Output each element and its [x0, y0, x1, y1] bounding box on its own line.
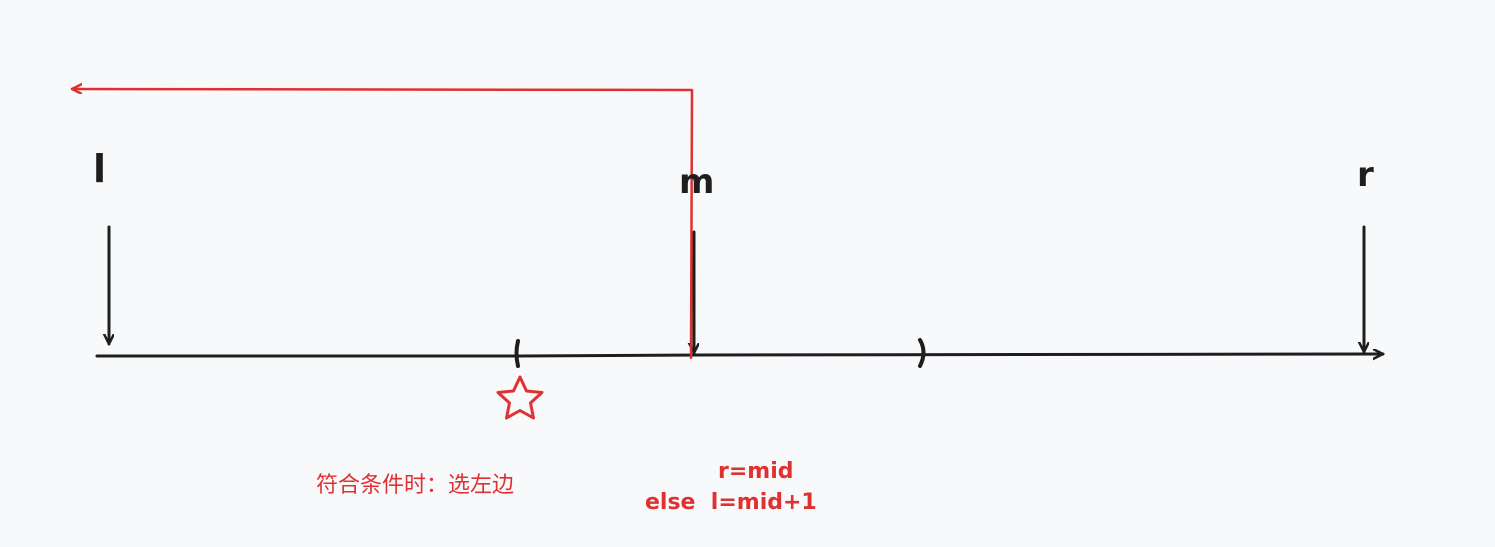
left-pointer-label: l [93, 147, 107, 191]
star-icon [496, 375, 544, 420]
interval-close-bracket [918, 338, 926, 368]
interval-open-bracket [514, 339, 520, 368]
number-line [95, 354, 1385, 356]
right-pointer-label: r [1357, 155, 1374, 195]
mid-pointer-label: m [679, 162, 715, 202]
assign-else-note: else l=mid+1 [645, 490, 817, 515]
assign-r-note: r=mid [718, 459, 794, 484]
red-shrink-arrow [70, 89, 694, 360]
condition-note: 符合条件时：选左边 [316, 473, 515, 498]
